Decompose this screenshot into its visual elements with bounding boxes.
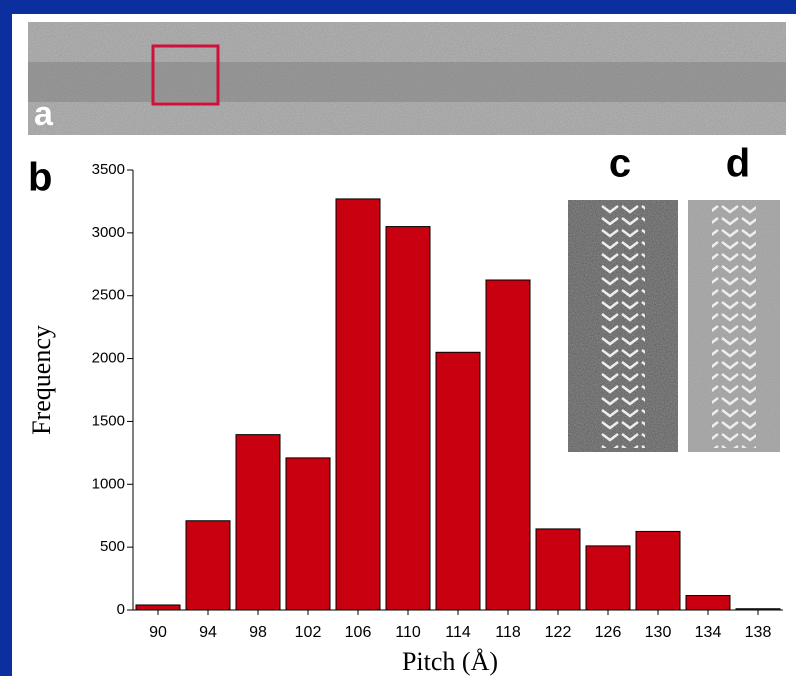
y-tick-label: 2000	[92, 350, 125, 367]
helix-pattern	[712, 204, 756, 448]
x-tick-label: 106	[345, 624, 372, 641]
y-tick-label: 500	[100, 538, 125, 555]
y-tick-label: 1500	[92, 412, 125, 429]
y-tick-label: 3000	[92, 224, 125, 241]
bar	[235, 434, 281, 611]
panel-label: a	[34, 95, 54, 133]
y-tick-label: 0	[117, 601, 125, 618]
panel-label: d	[726, 142, 750, 186]
x-axis-label: Pitch (Å)	[402, 647, 498, 676]
x-tick-label: 118	[495, 624, 521, 641]
x-tick-label: 134	[695, 624, 722, 641]
bar	[135, 604, 181, 611]
x-tick-label: 126	[595, 624, 622, 641]
bar	[185, 520, 231, 611]
y-tick-label: 3500	[92, 161, 125, 178]
x-tick-label: 98	[249, 624, 267, 641]
x-tick-label: 94	[199, 624, 217, 641]
y-tick-label: 2500	[92, 287, 125, 304]
bar	[685, 595, 731, 611]
bar	[385, 226, 431, 611]
selection-box	[151, 44, 220, 106]
helix-pattern	[601, 204, 645, 448]
x-tick-label: 114	[445, 624, 471, 641]
x-tick-label: 138	[745, 624, 772, 641]
bar	[485, 279, 531, 611]
panel-label: b	[28, 156, 52, 200]
x-tick-label: 90	[149, 624, 167, 641]
y-tick-label: 1000	[92, 475, 125, 492]
x-tick-label: 130	[645, 624, 672, 641]
bar	[435, 351, 481, 611]
filament	[28, 62, 786, 102]
x-tick-label: 110	[395, 624, 421, 641]
y-axis-label: Frequency	[27, 325, 56, 435]
bar	[635, 530, 681, 611]
panel-label: c	[609, 142, 631, 186]
bar	[535, 528, 581, 611]
bar	[285, 457, 331, 611]
bar	[335, 198, 381, 611]
x-tick-label: 102	[295, 624, 322, 641]
x-tick-label: 122	[545, 624, 572, 641]
bar	[585, 545, 631, 611]
